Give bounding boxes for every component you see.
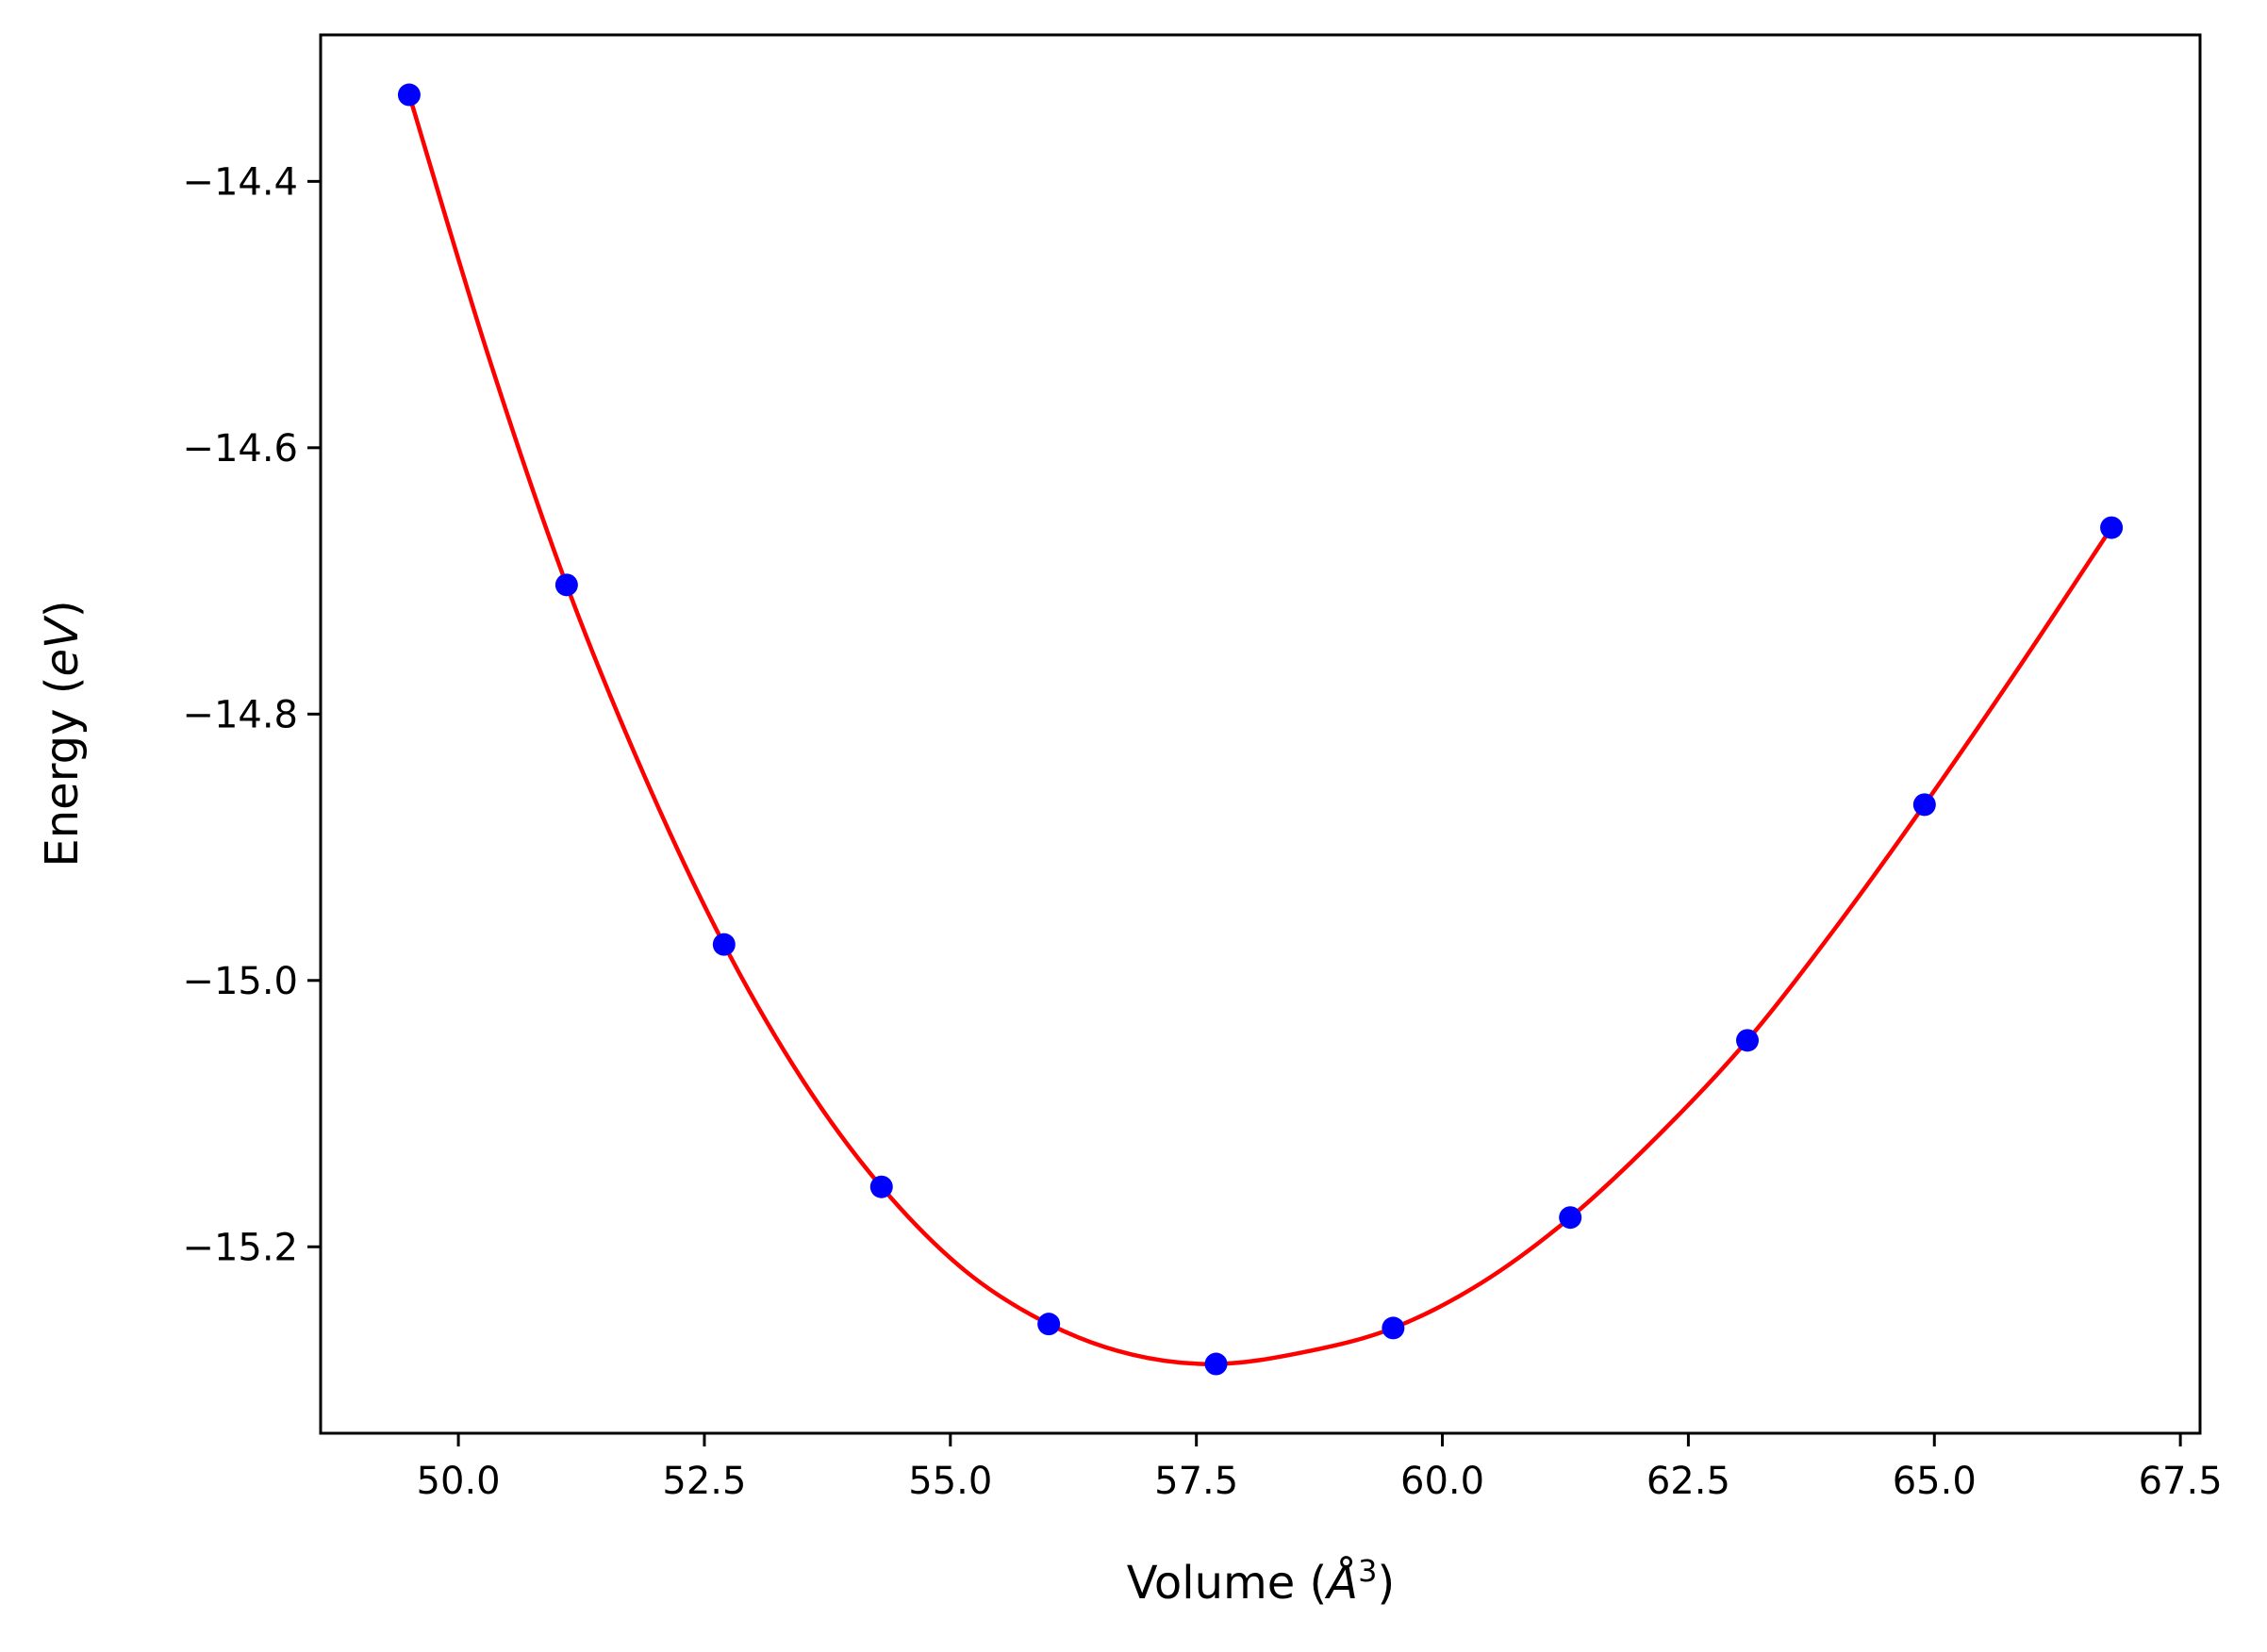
y-axis-label: Energy (eV) <box>36 600 89 867</box>
data-point <box>1736 1029 1760 1052</box>
axes-layer: 50.0 52.5 55.0 57.5 60.0 62.5 65.0 67.5 −14.4 −14… <box>182 160 2222 1503</box>
data-point <box>1559 1206 1582 1230</box>
x-tick-label: 62.5 <box>1646 1460 1730 1503</box>
plot-area-frame <box>319 33 2202 1435</box>
data-point <box>2100 516 2124 539</box>
y-axis-label-unit: eV <box>36 615 89 677</box>
x-axis-label-close: ) <box>1377 1557 1395 1610</box>
x-tick-label: 52.5 <box>662 1460 746 1503</box>
x-axis-label-power: 3 <box>1358 1553 1377 1589</box>
x-axis-label: Volume (Å3) <box>1127 1553 1395 1610</box>
x-tick-label: 60.0 <box>1400 1460 1484 1503</box>
y-tick-label: −14.6 <box>182 427 298 471</box>
x-axis-label-symbol: Å <box>1324 1556 1358 1610</box>
data-point <box>1037 1313 1061 1336</box>
y-tick-label: −15.2 <box>182 1226 298 1269</box>
data-point <box>554 573 578 597</box>
y-tick-label: −14.4 <box>182 160 298 204</box>
y-axis-label-close: ) <box>36 600 89 618</box>
data-point <box>397 83 421 107</box>
x-tick-label: 67.5 <box>2139 1460 2223 1503</box>
x-tick-label: 50.0 <box>417 1460 501 1503</box>
data-point <box>1204 1352 1228 1376</box>
data-point <box>1912 793 1936 817</box>
data-point <box>1382 1316 1405 1340</box>
y-tick-label: −15.0 <box>182 960 298 1003</box>
x-tick-label: 57.5 <box>1154 1460 1238 1503</box>
plot-layer <box>397 83 2124 1376</box>
x-axis-label-text: Volume ( <box>1127 1557 1328 1610</box>
data-point <box>712 933 736 956</box>
y-tick-label: −14.8 <box>182 693 298 736</box>
fit-curve-line <box>406 93 2113 1366</box>
x-tick-label: 65.0 <box>1893 1460 1977 1503</box>
y-axis-label-text: Energy ( <box>36 677 89 867</box>
x-tick-label: 55.0 <box>908 1460 992 1503</box>
data-point <box>869 1175 893 1198</box>
